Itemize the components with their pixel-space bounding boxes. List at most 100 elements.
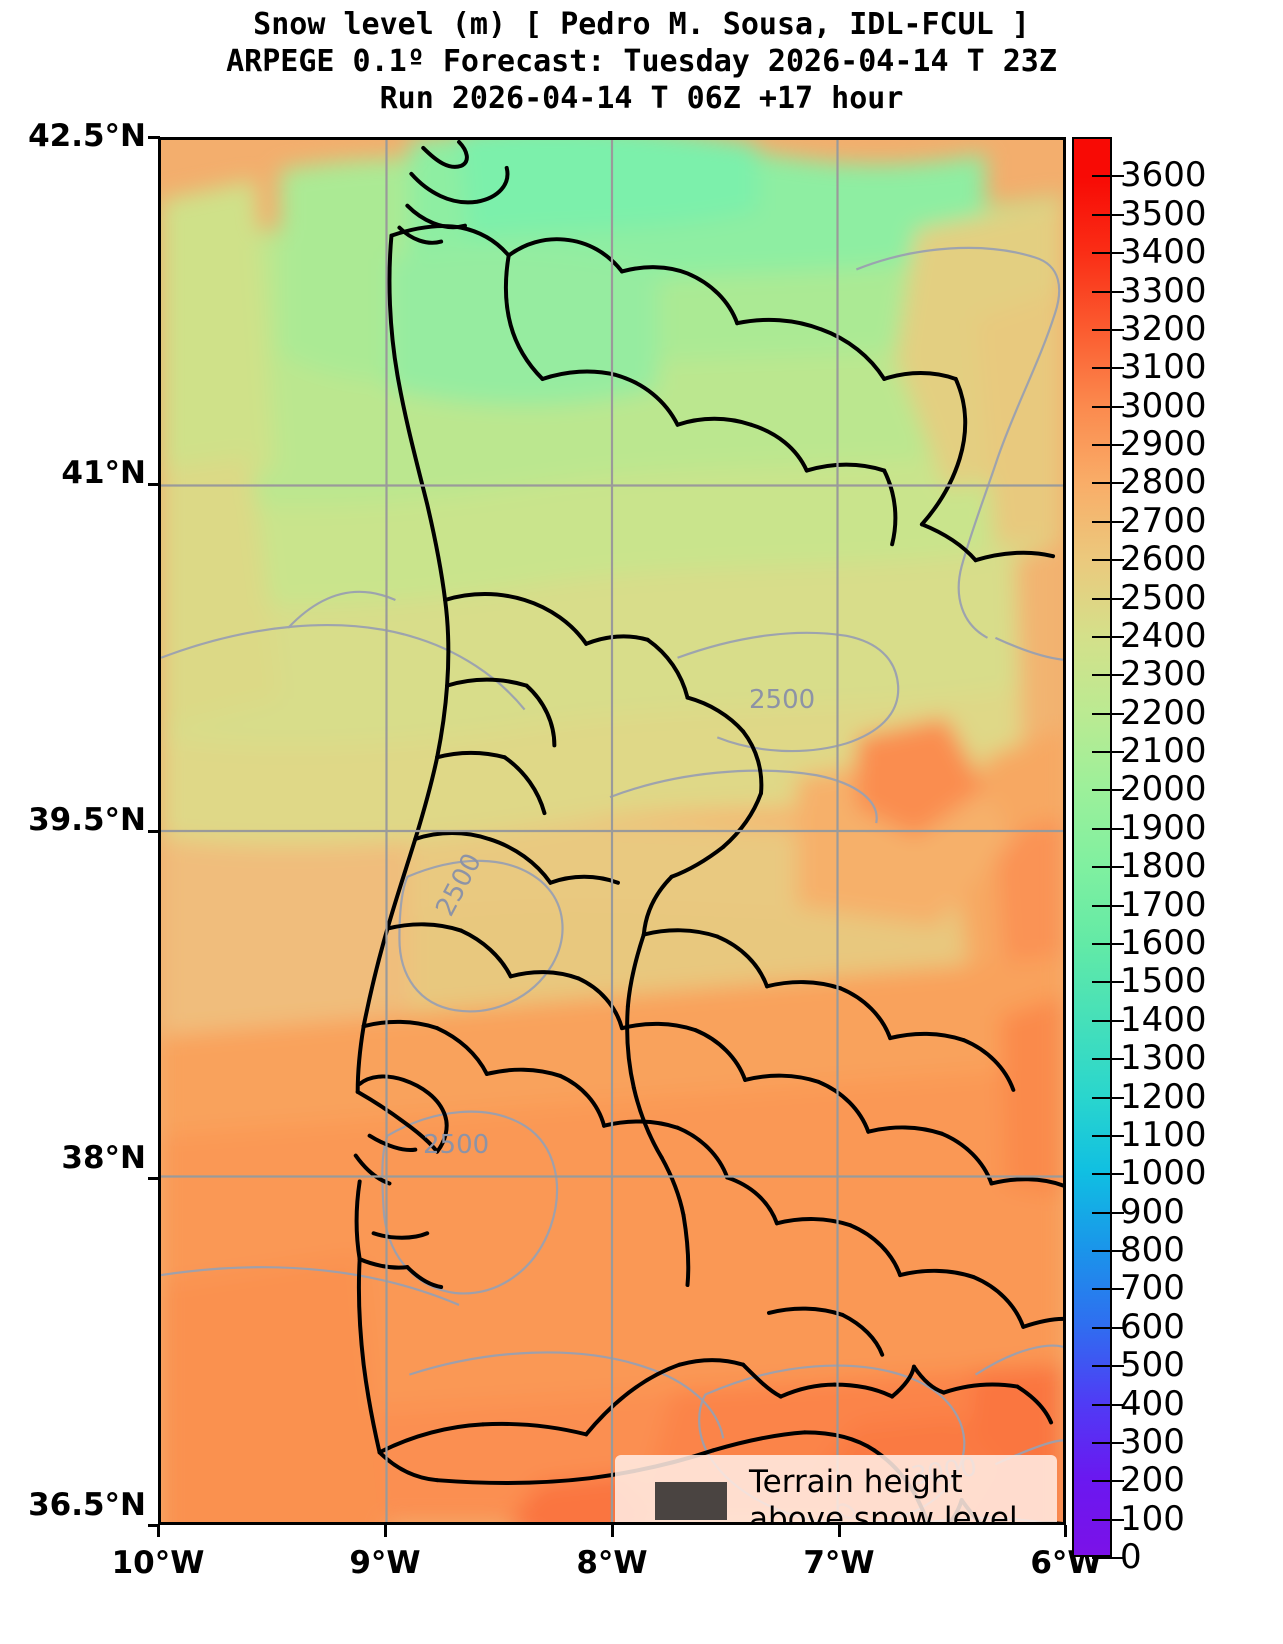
colorbar-tick-2200 [1092, 712, 1124, 715]
colorbar-tick-400 [1092, 1403, 1124, 1406]
colorbar-tick-200 [1092, 1480, 1124, 1483]
title-line-3: Run 2026-04-14 T 06Z +17 hour [379, 81, 904, 116]
y-tick-42-5N [148, 136, 160, 139]
colorbar-label-3100: 3100 [1120, 347, 1207, 388]
colorbar-label-100: 100 [1120, 1498, 1185, 1539]
colorbar-label-3200: 3200 [1120, 308, 1207, 349]
y-tick-label-38N: 38°N [61, 1140, 146, 1176]
colorbar-label-1600: 1600 [1120, 922, 1207, 963]
colorbar-label-2100: 2100 [1120, 731, 1207, 772]
colorbar-label-900: 900 [1120, 1191, 1185, 1232]
colorbar-label-1500: 1500 [1120, 961, 1207, 1002]
y-tick-label-36-5N: 36.5°N [28, 1487, 146, 1523]
map-plot-area[interactable]: 2500 2500 2500 3000 3000 Terrain height … [158, 137, 1066, 1525]
colorbar-label-1900: 1900 [1120, 807, 1207, 848]
colorbar-label-2600: 2600 [1120, 539, 1207, 580]
colorbar-tick-500 [1092, 1365, 1124, 1368]
colorbar-tick-1200 [1092, 1096, 1124, 1099]
y-tick-38N [148, 1177, 160, 1180]
colorbar-tick-2100 [1092, 751, 1124, 754]
colorbar-label-1700: 1700 [1120, 884, 1207, 925]
colorbar-label-3000: 3000 [1120, 385, 1207, 426]
terrain-height-swatch [655, 1482, 727, 1520]
y-tick-41N [148, 483, 160, 486]
terrain-height-legend: Terrain height above snow level [615, 1455, 1057, 1525]
colorbar-tick-1100 [1092, 1134, 1124, 1137]
colorbar-tick-2600 [1092, 559, 1124, 562]
colorbar-tick-2000 [1092, 789, 1124, 792]
title-line-1: Snow level (m) [ Pedro M. Sousa, IDL-FCU… [253, 7, 1030, 42]
colorbar-tick-600 [1092, 1326, 1124, 1329]
y-tick-label-39-5N: 39.5°N [28, 802, 146, 838]
colorbar-tick-1000 [1092, 1173, 1124, 1176]
colorbar-label-3400: 3400 [1120, 232, 1207, 273]
colorbar-label-800: 800 [1120, 1230, 1185, 1270]
colorbar-label-2900: 2900 [1120, 424, 1207, 464]
colorbar-tick-1500 [1092, 981, 1124, 984]
colorbar-tick-3600 [1092, 175, 1124, 178]
x-tick-7W [838, 1525, 841, 1537]
colorbar-tick-3200 [1092, 328, 1124, 331]
colorbar-tick-2500 [1092, 597, 1124, 600]
colorbar-tick-1900 [1092, 827, 1124, 830]
colorbar-tick-1400 [1092, 1019, 1124, 1022]
colorbar-label-0: 0 [1120, 1537, 1142, 1577]
y-tick-label-41N: 41°N [61, 455, 146, 491]
terrain-height-legend-label: Terrain height above snow level [749, 1464, 1018, 1525]
colorbar-gradient [1072, 137, 1112, 1557]
colorbar-tick-3400 [1092, 252, 1124, 255]
colorbar-label-500: 500 [1120, 1345, 1185, 1386]
colorbar-tick-0 [1092, 1557, 1124, 1559]
colorbar-label-1400: 1400 [1120, 999, 1207, 1040]
colorbar-tick-1800 [1092, 866, 1124, 869]
x-tick-6W [1064, 1525, 1067, 1537]
x-tick-8W [611, 1525, 614, 1537]
x-tick-label-8W: 8°W [576, 1545, 648, 1581]
colorbar-tick-3500 [1092, 213, 1124, 216]
colorbar-label-1200: 1200 [1120, 1076, 1207, 1117]
y-tick-36-5N [148, 1524, 160, 1527]
x-tick-label-10W: 10°W [111, 1545, 205, 1581]
colorbar-tick-2300 [1092, 674, 1124, 677]
x-tick-10W [157, 1525, 160, 1537]
colorbar-label-2700: 2700 [1120, 500, 1207, 541]
colorbar-label-300: 300 [1120, 1421, 1185, 1462]
colorbar-tick-2400 [1092, 635, 1124, 638]
colorbar-label-400: 400 [1120, 1383, 1185, 1424]
colorbar-tick-3300 [1092, 290, 1124, 293]
y-tick-label-42-5N: 42.5°N [28, 118, 146, 154]
colorbar-label-600: 600 [1120, 1306, 1185, 1347]
colorbar-label-2400: 2400 [1120, 615, 1207, 656]
colorbar-tick-800 [1092, 1250, 1124, 1252]
x-tick-label-9W: 9°W [349, 1545, 421, 1581]
colorbar-tick-2900 [1092, 444, 1124, 446]
colorbar-label-2000: 2000 [1120, 769, 1207, 810]
colorbar-ticks [1072, 137, 1124, 1559]
colorbar-tick-1600 [1092, 942, 1124, 945]
x-tick-9W [384, 1525, 387, 1537]
chart-title-block: Snow level (m) [ Pedro M. Sousa, IDL-FCU… [0, 6, 1283, 117]
colorbar-label-200: 200 [1120, 1460, 1185, 1501]
colorbar-label-1000: 1000 [1120, 1153, 1207, 1194]
colorbar-tick-3000 [1092, 405, 1124, 408]
colorbar-label-3600: 3600 [1120, 155, 1207, 196]
colorbar-label-2800: 2800 [1120, 462, 1207, 503]
colorbar[interactable] [1072, 137, 1124, 1559]
colorbar-tick-300 [1092, 1441, 1124, 1444]
y-tick-39-5N [148, 830, 160, 833]
colorbar-label-1100: 1100 [1120, 1114, 1207, 1155]
map-gridlines [161, 140, 1063, 1522]
colorbar-tick-1300 [1092, 1058, 1124, 1061]
colorbar-tick-1700 [1092, 904, 1124, 907]
colorbar-label-2300: 2300 [1120, 654, 1207, 695]
colorbar-tick-700 [1092, 1288, 1124, 1291]
colorbar-label-2200: 2200 [1120, 692, 1207, 733]
colorbar-label-700: 700 [1120, 1268, 1185, 1309]
colorbar-label-1300: 1300 [1120, 1038, 1207, 1079]
colorbar-tick-2700 [1092, 520, 1124, 523]
colorbar-label-3300: 3300 [1120, 270, 1207, 311]
title-line-2: ARPEGE 0.1º Forecast: Tuesday 2026-04-14… [226, 44, 1057, 79]
x-tick-label-7W: 7°W [803, 1545, 875, 1581]
colorbar-label-3500: 3500 [1120, 193, 1207, 234]
colorbar-tick-2800 [1092, 482, 1124, 485]
